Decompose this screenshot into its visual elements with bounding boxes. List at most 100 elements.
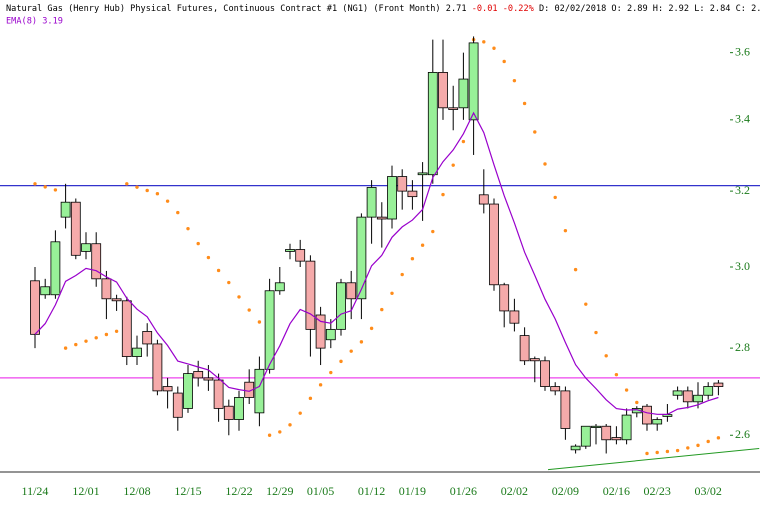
- candle-body: [591, 425, 601, 428]
- candle-body: [611, 437, 622, 441]
- sar-dot: [135, 185, 139, 189]
- x-tick-label: 01/19: [399, 484, 426, 498]
- sar-dot: [624, 388, 629, 392]
- sar-dot: [573, 267, 578, 272]
- y-tick-label: 3.4: [735, 112, 750, 126]
- candle-body: [142, 331, 153, 345]
- candle-body: [601, 425, 612, 441]
- trend-line: [548, 447, 760, 471]
- sar-dot: [665, 449, 670, 454]
- sar-dot: [114, 329, 119, 333]
- sar-dot: [594, 330, 598, 335]
- candle-body: [285, 249, 295, 252]
- sar-dot: [380, 307, 384, 312]
- candle-body: [264, 290, 275, 370]
- candle-body: [346, 282, 357, 300]
- x-tick-label: 02/02: [501, 484, 528, 498]
- sar-dot: [686, 446, 690, 450]
- title: Natural Gas (Henry Hub) Physical Futures…: [6, 4, 441, 14]
- sar-dot: [584, 302, 588, 306]
- candle-body: [60, 201, 71, 218]
- candle-body: [478, 194, 489, 205]
- sar-dot: [318, 383, 323, 387]
- candle-body: [70, 201, 81, 256]
- sar-dot: [533, 130, 537, 134]
- candle-body: [642, 405, 652, 425]
- x-tick-label: 01/26: [450, 484, 477, 498]
- ema-line: [34, 111, 719, 416]
- candle-body: [407, 190, 418, 198]
- x-tick-label: 12/29: [266, 484, 293, 498]
- candle-body: [652, 419, 663, 425]
- sar-dot: [278, 430, 282, 434]
- y-tick-label: 3.0: [735, 259, 750, 273]
- candle-body: [540, 360, 550, 387]
- candle-body: [132, 347, 142, 357]
- change: -0.01: [472, 4, 498, 14]
- sar-dot: [33, 182, 37, 186]
- sar-dot: [176, 210, 180, 215]
- candle-body: [172, 392, 183, 418]
- y-tick-label: 2.8: [735, 340, 750, 354]
- sar-dot: [43, 185, 47, 189]
- candle-body: [152, 343, 163, 392]
- sar-dot: [186, 226, 190, 231]
- candle-body: [254, 368, 265, 414]
- candle-body: [621, 414, 632, 441]
- x-tick-label: 11/24: [22, 484, 49, 498]
- sar-dot: [74, 342, 78, 347]
- x-tick-label: 01/12: [358, 484, 385, 498]
- candle-body: [376, 216, 387, 220]
- sar-dot: [420, 243, 425, 247]
- ohlc: D: 02/02/2018 O: 2.89 H: 2.92 L: 2.84 C:…: [539, 4, 762, 14]
- sar-dot: [165, 199, 170, 203]
- sar-dot: [298, 411, 302, 415]
- candle-body: [336, 282, 346, 330]
- x-tick-label: 03/02: [695, 484, 722, 498]
- candle-body: [682, 390, 693, 403]
- candle-body: [529, 358, 540, 362]
- x-tick-label: 02/23: [644, 484, 671, 498]
- x-tick-label: 12/01: [72, 484, 99, 498]
- candle-body: [489, 203, 499, 286]
- sar-dot: [257, 320, 262, 324]
- sar-dot: [329, 370, 333, 375]
- sar-dot: [359, 340, 364, 344]
- sar-dot: [308, 396, 313, 401]
- candle-body: [244, 381, 255, 398]
- sar-dot: [482, 40, 486, 44]
- sar-dot: [553, 195, 557, 200]
- sar-dot: [216, 268, 221, 273]
- sar-dot: [675, 448, 680, 453]
- sar-dot: [94, 336, 98, 340]
- candle-body: [509, 310, 520, 324]
- x-tick-label: 02/16: [603, 484, 630, 498]
- candle-body: [50, 241, 61, 296]
- candle-body: [295, 249, 306, 262]
- candle-body: [366, 187, 377, 218]
- x-tick-label: 12/15: [174, 484, 201, 498]
- sar-dot: [369, 326, 374, 331]
- candle-body: [417, 172, 428, 176]
- sar-dot: [635, 400, 639, 405]
- sar-dot: [614, 372, 619, 377]
- candle-body: [499, 284, 510, 312]
- candle-body: [91, 243, 102, 280]
- candle-body: [162, 386, 173, 392]
- sar-dot: [522, 101, 527, 106]
- sar-dot: [125, 182, 129, 186]
- sar-dot: [63, 346, 68, 350]
- sar-dot: [145, 188, 149, 193]
- sar-dot: [492, 46, 496, 50]
- candle-body: [427, 72, 438, 176]
- ema-label: EMA(8) 3.19: [6, 17, 63, 27]
- sar-dot: [543, 162, 547, 166]
- candle-body: [81, 243, 91, 252]
- candle-body: [468, 42, 479, 121]
- y-tick-label: 3.6: [735, 44, 750, 58]
- candle-body: [101, 278, 112, 300]
- candle-body: [672, 390, 683, 396]
- sar-dot: [400, 272, 404, 277]
- candle-body: [40, 286, 51, 296]
- sar-dot: [349, 349, 353, 353]
